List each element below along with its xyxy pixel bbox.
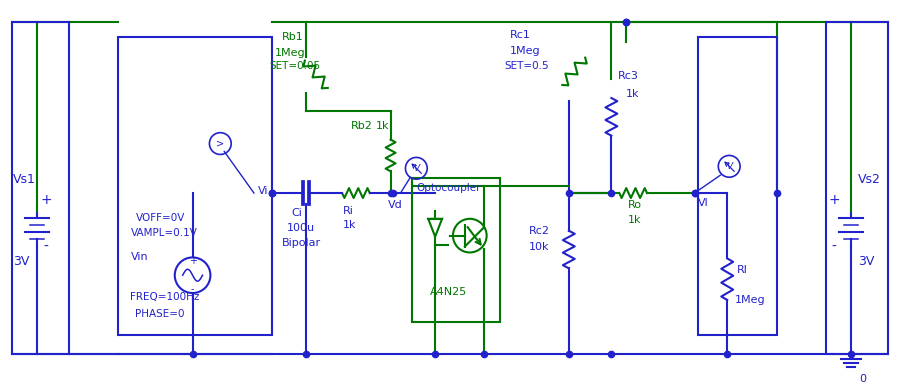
Text: Bipolar: Bipolar [282, 238, 320, 247]
Text: Rl: Rl [737, 265, 748, 275]
Text: 1Meg: 1Meg [735, 295, 766, 305]
Bar [118, 37, 272, 335]
Text: Vin: Vin [131, 252, 149, 262]
Text: 1k: 1k [343, 220, 356, 230]
Text: +: + [40, 193, 52, 207]
Text: Ci: Ci [292, 208, 302, 218]
Bar [698, 37, 777, 335]
Text: 10k: 10k [529, 242, 550, 252]
Text: 3V: 3V [14, 256, 30, 268]
Text: Rc3: Rc3 [618, 71, 639, 81]
Bar [826, 22, 887, 354]
Text: Optocoupler: Optocoupler [417, 183, 481, 193]
Text: Ro: Ro [628, 200, 643, 210]
Text: Vd: Vd [388, 200, 402, 210]
Bar [412, 178, 500, 322]
Text: Rb1: Rb1 [282, 32, 303, 42]
Text: 100u: 100u [286, 223, 315, 233]
Text: Vs2: Vs2 [858, 173, 881, 186]
Text: Rc2: Rc2 [529, 226, 550, 236]
Text: Rb2: Rb2 [351, 121, 373, 131]
Text: SET=0.05: SET=0.05 [270, 61, 321, 71]
Text: 0: 0 [859, 374, 866, 384]
Text: -: - [832, 240, 837, 254]
Text: 1Meg: 1Meg [274, 47, 305, 58]
Bar [13, 22, 68, 354]
Text: VOFF=0V: VOFF=0V [136, 213, 185, 223]
Text: >: > [216, 139, 224, 149]
Text: Vi: Vi [258, 186, 268, 196]
Text: -: - [43, 240, 49, 254]
Text: +: + [828, 193, 840, 207]
Text: 1k: 1k [375, 121, 389, 131]
Text: PHASE=0: PHASE=0 [135, 309, 184, 319]
Text: -: - [191, 284, 194, 294]
Text: A4N25: A4N25 [430, 287, 467, 297]
Text: VAMPL=0.1V: VAMPL=0.1V [131, 228, 198, 238]
Text: 1Meg: 1Meg [509, 46, 540, 56]
Text: V: V [413, 164, 419, 173]
Text: Vs1: Vs1 [14, 173, 36, 186]
Text: 3V: 3V [858, 256, 874, 268]
Text: Ri: Ri [343, 206, 354, 216]
Text: 1k: 1k [626, 89, 640, 99]
Text: +: + [189, 256, 196, 266]
Text: FREQ=100Hz: FREQ=100Hz [130, 292, 200, 302]
Text: V: V [726, 162, 733, 171]
Text: 1k: 1k [628, 215, 642, 225]
Text: Rc1: Rc1 [509, 30, 530, 40]
Text: SET=0.5: SET=0.5 [505, 61, 549, 71]
Text: Vl: Vl [698, 198, 708, 208]
